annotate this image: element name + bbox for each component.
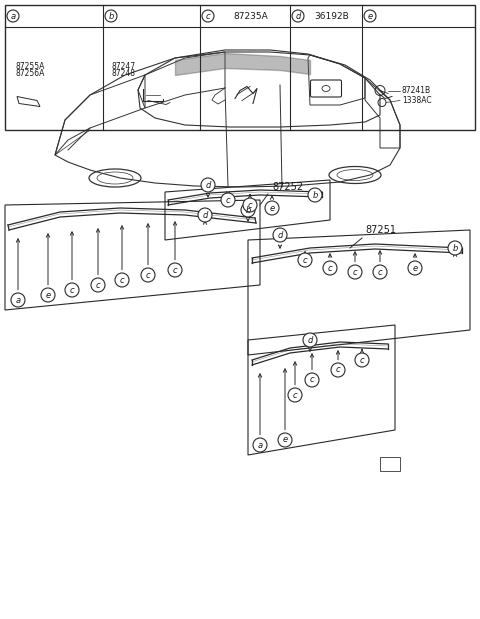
Circle shape [355, 353, 369, 367]
Text: 1338AC: 1338AC [402, 96, 432, 105]
Text: c: c [328, 264, 332, 272]
Circle shape [202, 10, 214, 22]
Circle shape [288, 388, 302, 402]
Text: a: a [257, 441, 263, 449]
Circle shape [265, 201, 279, 215]
Circle shape [303, 333, 317, 347]
Circle shape [278, 433, 292, 447]
Circle shape [323, 261, 337, 275]
Text: 87235A: 87235A [234, 12, 268, 20]
Text: d: d [202, 210, 208, 220]
Text: c: c [173, 266, 177, 274]
Circle shape [65, 283, 79, 297]
Circle shape [115, 273, 129, 287]
Circle shape [168, 263, 182, 277]
Text: c: c [310, 376, 314, 384]
Text: e: e [412, 264, 418, 272]
Text: e: e [46, 290, 50, 300]
Text: c: c [226, 196, 230, 204]
Text: d: d [277, 230, 283, 240]
Text: d: d [307, 335, 312, 345]
Circle shape [11, 293, 25, 307]
Circle shape [348, 265, 362, 279]
Text: c: c [353, 267, 357, 277]
Circle shape [198, 208, 212, 222]
Circle shape [298, 253, 312, 267]
Circle shape [243, 198, 257, 212]
Text: 87247: 87247 [111, 62, 135, 71]
Text: 87241B: 87241B [402, 86, 431, 95]
Text: b: b [245, 206, 251, 215]
Text: c: c [146, 271, 150, 280]
Circle shape [331, 363, 345, 377]
Text: 87248: 87248 [111, 69, 135, 78]
Text: e: e [269, 204, 275, 212]
Circle shape [364, 10, 376, 22]
Circle shape [373, 265, 387, 279]
Text: d: d [205, 181, 211, 189]
Circle shape [292, 10, 304, 22]
Text: 87252: 87252 [272, 182, 303, 192]
Text: c: c [293, 391, 297, 399]
Text: 87255A: 87255A [15, 62, 44, 71]
Text: e: e [282, 436, 288, 444]
Text: 87251: 87251 [365, 225, 396, 235]
Text: c: c [96, 280, 100, 290]
Bar [5, 5, 475, 130]
Circle shape [273, 228, 287, 242]
Circle shape [408, 261, 422, 275]
Text: b: b [312, 191, 318, 199]
Circle shape [253, 438, 267, 452]
Circle shape [41, 288, 55, 302]
Circle shape [308, 188, 322, 202]
Text: d: d [295, 12, 300, 20]
Text: a: a [15, 295, 21, 305]
Text: c: c [303, 256, 307, 264]
Circle shape [448, 241, 462, 255]
Text: b: b [452, 243, 458, 253]
Text: 87256A: 87256A [15, 69, 44, 78]
Text: c: c [206, 12, 210, 20]
Circle shape [91, 278, 105, 292]
Text: c: c [248, 201, 252, 209]
Text: a: a [11, 12, 15, 20]
Text: 36192B: 36192B [314, 12, 349, 20]
Circle shape [105, 10, 117, 22]
Text: c: c [120, 275, 124, 285]
Circle shape [221, 193, 235, 207]
Circle shape [305, 373, 319, 387]
Circle shape [7, 10, 19, 22]
Circle shape [241, 203, 255, 217]
Text: c: c [336, 365, 340, 374]
Circle shape [201, 178, 215, 192]
Text: e: e [367, 12, 372, 20]
Text: b: b [108, 12, 114, 20]
Text: c: c [360, 355, 364, 365]
Text: c: c [70, 285, 74, 295]
Text: c: c [378, 267, 382, 277]
Circle shape [141, 268, 155, 282]
